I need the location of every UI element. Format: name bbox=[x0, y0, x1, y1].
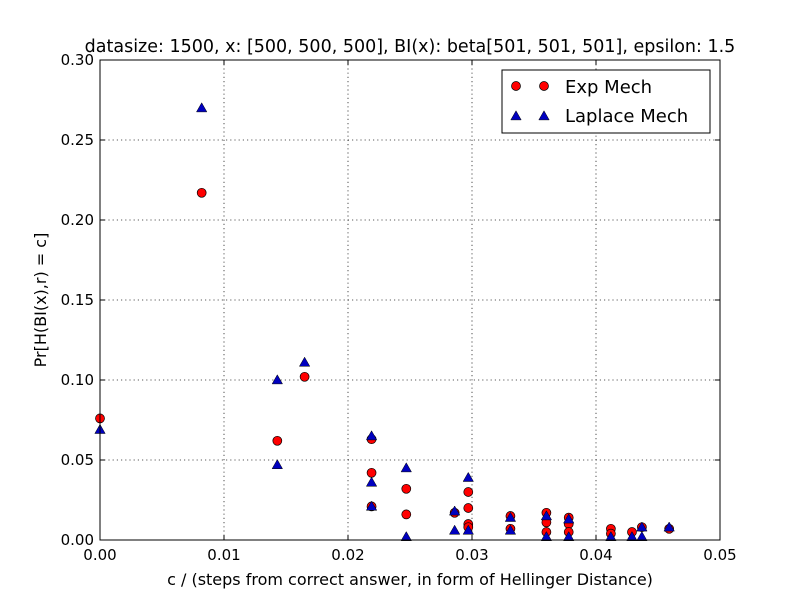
data-points bbox=[94, 102, 675, 541]
exp-mech-point bbox=[366, 467, 377, 478]
axis-ticks: 0.00 0.01 0.02 0.03 0.04 0.05 0.00 0.05 0.10 0.15… bbox=[61, 51, 737, 564]
laplace-mech-point bbox=[196, 102, 208, 113]
y-tick-label: 0.25 bbox=[61, 131, 94, 149]
y-tick-label: 0.00 bbox=[61, 531, 94, 549]
x-tick-label: 0.01 bbox=[207, 546, 240, 564]
laplace-mech-point bbox=[400, 531, 412, 541]
laplace-mech-point bbox=[400, 462, 412, 473]
laplace-mech-point bbox=[365, 500, 378, 511]
laplace-mech-point bbox=[663, 521, 675, 532]
legend-label-exp-mech: Exp Mech bbox=[565, 77, 652, 98]
laplace-mech-point bbox=[462, 471, 474, 482]
exp-mech-point bbox=[299, 371, 310, 382]
y-tick-label: 0.30 bbox=[61, 51, 94, 69]
y-axis-label: Pr[H(BI(x),r) = c] bbox=[31, 233, 50, 368]
legend-markers bbox=[510, 81, 550, 121]
laplace-mech-point bbox=[298, 356, 311, 367]
laplace-mech-point bbox=[540, 510, 553, 521]
laplace-mech-point bbox=[605, 531, 617, 541]
laplace-mech-point bbox=[449, 524, 461, 535]
legend-marker-exp-mech bbox=[511, 81, 521, 91]
legend: Exp Mech Laplace Mech bbox=[501, 69, 711, 134]
x-tick-label: 0.00 bbox=[83, 546, 116, 564]
laplace-mech-point bbox=[504, 511, 517, 522]
y-tick-label: 0.10 bbox=[61, 371, 94, 389]
laplace-mech-point bbox=[626, 531, 638, 541]
y-tick-label: 0.20 bbox=[61, 211, 94, 229]
laplace-mech-point bbox=[462, 524, 474, 535]
x-tick-label: 0.04 bbox=[579, 546, 612, 564]
legend-box bbox=[501, 69, 711, 134]
exp-mech-point bbox=[401, 509, 412, 520]
grid bbox=[100, 60, 720, 540]
legend-marker-exp-mech bbox=[539, 81, 549, 91]
laplace-mech-point bbox=[504, 524, 517, 535]
legend-marker-laplace-mech bbox=[538, 110, 550, 121]
x-tick-label: 0.05 bbox=[703, 546, 736, 564]
laplace-mech-point bbox=[636, 531, 648, 541]
exp-mech-point bbox=[196, 187, 207, 198]
x-axis-label: c / (steps from correct answer, in form … bbox=[167, 570, 653, 589]
legend-marker-laplace-mech bbox=[510, 110, 522, 121]
chart-title: datasize: 1500, x: [500, 500, 500], BI(x… bbox=[85, 37, 736, 57]
laplace-mech-point bbox=[271, 374, 283, 385]
exp-mech-point bbox=[463, 503, 474, 513]
y-tick-label: 0.05 bbox=[61, 451, 94, 469]
legend-label-laplace-mech: Laplace Mech bbox=[565, 106, 688, 127]
y-tick-label: 0.15 bbox=[61, 291, 94, 309]
exp-mech-point bbox=[463, 487, 474, 497]
laplace-mech-point bbox=[365, 476, 378, 487]
laplace-mech-point bbox=[449, 505, 461, 516]
exp-mech-point bbox=[401, 483, 412, 494]
laplace-mech-point bbox=[271, 459, 283, 469]
laplace-mech-point bbox=[563, 531, 575, 541]
exp-mech-point bbox=[272, 435, 283, 446]
laplace-mech-point bbox=[563, 513, 575, 524]
laplace-mech-point bbox=[365, 430, 378, 441]
x-tick-label: 0.03 bbox=[455, 546, 488, 564]
laplace-mech-point bbox=[540, 531, 553, 541]
x-tick-label: 0.02 bbox=[331, 546, 364, 564]
